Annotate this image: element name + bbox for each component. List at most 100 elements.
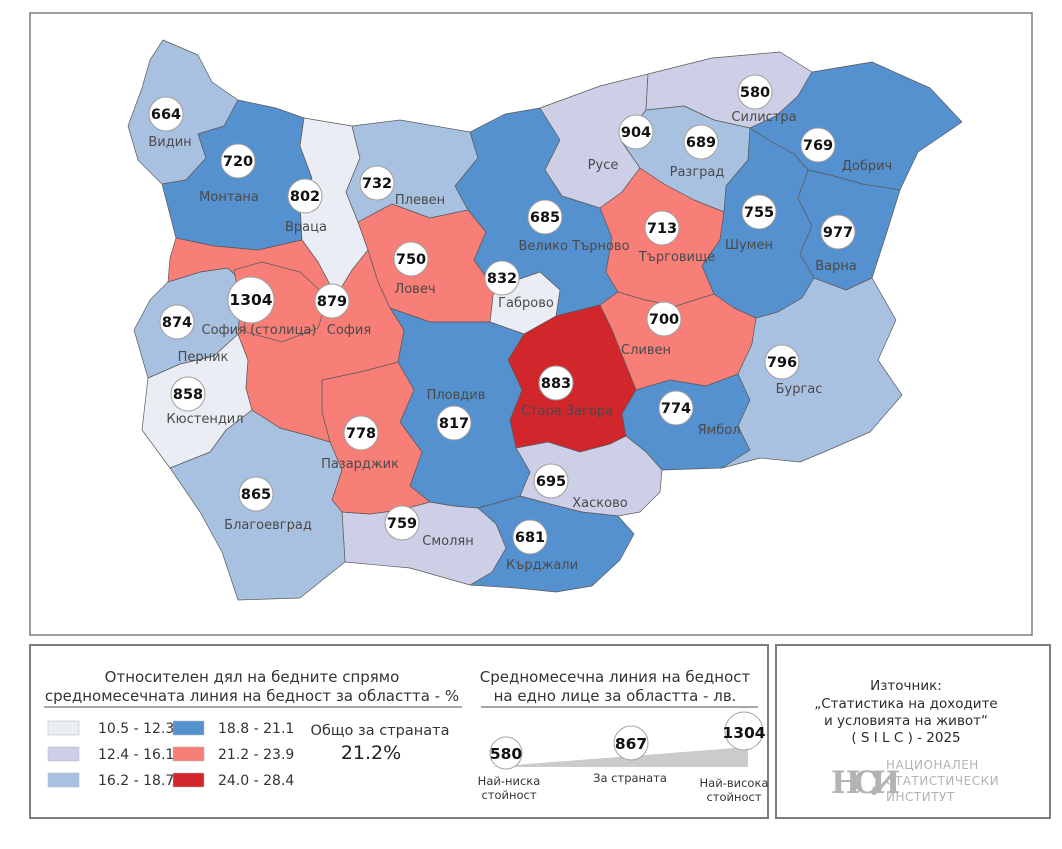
region-varna-value-badge [820,214,856,250]
nsi-org-line3: ИНСТИТУТ [886,790,955,804]
region-kardzhali-value: 681 [515,530,545,546]
region-stara-zagora-value: 883 [541,376,571,392]
region-pleven-label: Плевен [395,193,445,208]
legend-range-label-2: 16.2 - 18.7 [98,773,174,789]
region-burgas-value: 796 [767,355,797,371]
region-kyustendil-value: 858 [173,387,203,403]
region-kardzhali-value-badge [512,519,548,555]
region-plovdiv-value: 817 [439,416,469,432]
region-vratsa-value: 802 [290,189,320,205]
legend-box-frame [29,644,769,819]
region-montana-value-badge [220,143,256,179]
region-montana-label: Монтана [199,190,259,205]
nsi-org-line1: НАЦИОНАЛЕН [886,758,979,772]
legend-share-title-line1: Относителен дял на бедните спрямо [105,668,400,686]
region-ruse-value: 904 [621,125,651,141]
region-blagoevgrad-label: Благоевград [224,518,312,533]
region-yambol-label: Ямбол [697,423,740,438]
legend-range-label-3: 18.8 - 21.1 [218,721,294,737]
region-silistra-label: Силистра [731,110,796,125]
region-blagoevgrad-value: 865 [241,487,271,503]
region-haskovo-value: 695 [536,474,566,490]
min-max-wedge [488,747,748,767]
legend-swatch-4 [172,746,205,762]
region-sofia-stolitsa-value-badge [227,276,275,324]
region-smolyan-label: Смолян [422,534,473,549]
region-ruse-label: Русе [588,158,619,173]
region-yambol-value-badge [658,390,694,426]
region-vidin-value: 664 [151,107,181,123]
legend-swatch-2 [47,772,80,788]
region-sofia-oblast-value: 879 [317,294,347,310]
legend-swatch-1 [47,746,80,762]
region-pernik-value: 874 [162,315,192,331]
region-silistra-value: 580 [740,85,770,101]
region-targovishte-value: 713 [647,221,677,237]
region-sliven-value-badge [646,301,682,337]
region-sofia-stolitsa-label: София (столица) [202,323,317,338]
region-yambol-value: 774 [661,401,691,417]
legend-range-label-0: 10.5 - 12.3 [98,721,174,737]
nsi-org-line2: СТАТИСТИЧЕСКИ [886,774,999,788]
region-lovech-value-badge [393,241,429,277]
min-value-caption-line1: Най-ниска [478,774,541,788]
max-value-circle [724,711,764,751]
region-gabrovo-value-badge [484,260,520,296]
region-vratsa-value-badge [287,178,323,214]
region-burgas-value-badge [764,344,800,380]
region-pazardzhik-value-badge [343,415,379,451]
mid-value-caption: За страната [593,771,667,785]
source-line1: Източник: [870,678,942,694]
min-value-caption-line2: стойност [481,788,536,802]
region-lovech-label: Ловеч [394,282,435,297]
region-stara-zagora-label: Стара Загора [521,404,613,419]
legend-share-title-line2: средномесечната линия на бедност за обла… [45,687,459,705]
source-line3: и условията на живот“ [824,713,988,729]
region-pernik-value-badge [159,304,195,340]
region-smolyan-value-badge [384,505,420,541]
region-haskovo-label: Хасково [572,496,627,511]
region-razgrad-value: 689 [686,135,716,151]
region-silistra-value-badge [737,74,773,110]
source-line2: „Статистика на доходите [814,696,997,712]
source-box-frame [775,644,1051,819]
legend-swatch-3 [172,720,205,736]
region-targovishte-label: Търговище [638,250,716,265]
region-montana-value: 720 [223,154,253,170]
region-veliko-tarnovo-value: 685 [530,210,560,226]
region-plovdiv-value-badge [436,405,472,441]
legend-range-label-4: 21.2 - 23.9 [218,747,294,763]
region-shumen-value: 755 [744,205,774,221]
region-gabrovo-value: 832 [487,271,517,287]
nsi-logo-dot [871,789,877,795]
region-varna-label: Варна [815,259,857,274]
region-vratsa-label: Враца [285,220,327,235]
region-kyustendil-value-badge [170,376,206,412]
region-varna-value: 977 [823,225,853,241]
max-value-caption-line1: Най-висока [700,776,769,790]
region-haskovo-value-badge [533,463,569,499]
region-sliven-value: 700 [649,312,679,328]
region-burgas[interactable] [721,277,903,469]
region-sliven-label: Сливен [621,343,671,358]
region-smolyan-value: 759 [387,516,417,532]
region-kyustendil-label: Кюстендил [166,412,243,427]
region-razgrad-value-badge [683,124,719,160]
region-plovdiv-label: Пловдив [427,388,486,403]
legend-swatch-0 [47,720,80,736]
min-value: 580 [490,745,523,763]
region-pleven-value-badge [359,165,395,201]
country-total-label: Общо за страната [311,723,450,739]
mid-value-circle [613,725,649,761]
legend-line-title-line1: Средномесечна линия на бедност [480,668,751,686]
region-dobrich-label: Добрич [842,159,893,174]
region-shumen-value-badge [741,194,777,230]
region-pernik-label: Перник [178,350,229,365]
legend-color-scale: 10.5 - 12.3 12.4 - 16.1 16.2 - 18.7 18.8 - … [47,720,294,789]
region-dobrich-value-badge [800,127,836,163]
region-pazardzhik-label: Пазарджик [321,457,399,472]
region-targovishte-value-badge [644,210,680,246]
region-lovech-value: 750 [396,252,426,268]
